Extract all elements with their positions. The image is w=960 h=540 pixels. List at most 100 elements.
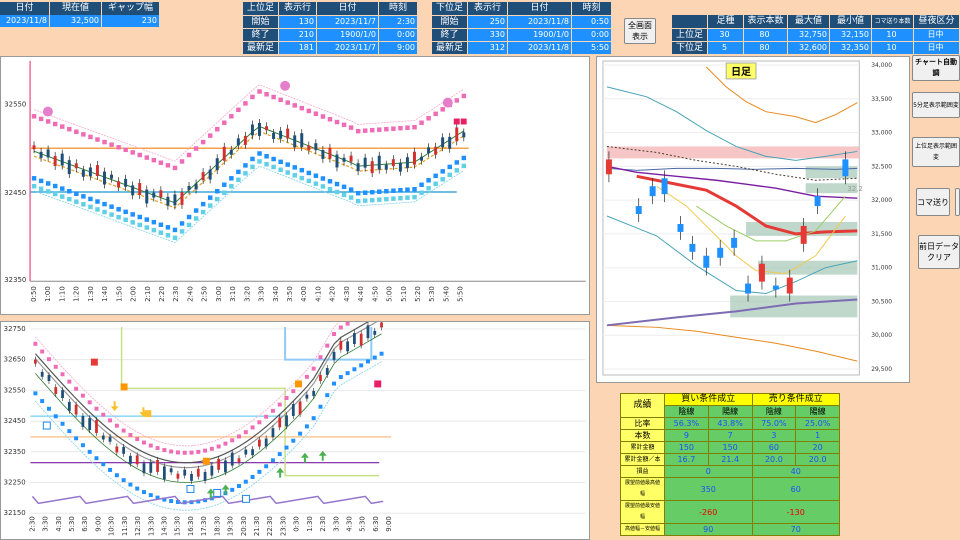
buy-bull-header: 陽線 — [707, 405, 753, 418]
lower-band-dot — [45, 189, 51, 194]
stats-cell: 75.0% — [751, 417, 797, 430]
upper-range-button[interactable]: 上位足表示範囲変 — [912, 137, 960, 167]
x-tick-label: 19:30 — [227, 516, 235, 536]
step-button[interactable]: コマ送り — [916, 188, 950, 216]
stats-cell: 350 — [664, 477, 753, 501]
upper-dot — [209, 446, 214, 451]
upper-dot — [130, 150, 135, 155]
lower-dot — [200, 201, 206, 207]
lower-dot — [179, 221, 185, 226]
sell-header: 売り条件成立 — [751, 393, 840, 406]
upper-dot — [292, 103, 297, 108]
y-tick-label: 31,000 — [871, 265, 892, 272]
lower-dot — [128, 482, 133, 487]
x-tick-label: 2:40 — [186, 286, 194, 302]
lower-band-dot — [355, 198, 361, 204]
lower-dot — [60, 186, 65, 191]
lower-band-dot — [207, 203, 213, 208]
lower-chart[interactable]: 32750 32650 32550 32450 32350 32250 32150 2:30… — [0, 321, 590, 540]
candle-body — [196, 468, 200, 477]
x-tick-label: 4:30 — [345, 516, 353, 532]
y-tick-label: 32350 — [4, 448, 26, 456]
signal-marker — [241, 494, 250, 503]
x-tick-label: 13:30 — [147, 516, 155, 536]
upper-dot — [285, 100, 290, 105]
daily-title-box — [725, 62, 757, 80]
candle-body — [101, 435, 105, 440]
lower-band-dot — [31, 184, 37, 189]
lower-dot — [31, 176, 37, 181]
upper-r1-date: 1900/1/0 — [317, 29, 379, 41]
lower-dot — [215, 188, 220, 194]
lower-h0: 下位足 — [432, 2, 468, 15]
x-tick-label: 23:30 — [279, 516, 287, 536]
x-tick-label: 9:00 — [94, 516, 102, 532]
lower-band-dot — [67, 196, 72, 202]
clear-data-button[interactable]: 前日データクリア — [918, 235, 960, 269]
daily-chart[interactable]: 34,000 33,500 33,000 32,500 32,000 31,500 31,0… — [596, 56, 910, 383]
tf-h5: コマ送り本数 — [872, 15, 914, 28]
x-tick-label: 22:30 — [266, 516, 274, 536]
x-tick-label: 5:30 — [68, 516, 76, 532]
lower-dot — [94, 456, 99, 461]
x-tick-label: 2:10 — [144, 286, 152, 302]
upper-dot — [108, 418, 113, 423]
lower-range-table: 下位足 表示行 日付 時刻 開始 250 2023/11/8 0:50 終了 3… — [432, 2, 612, 54]
upper-dot — [291, 389, 296, 394]
candle-body — [342, 157, 346, 162]
upper-dot — [67, 379, 72, 384]
lower-band-dot — [306, 178, 312, 184]
candle-body — [307, 145, 311, 151]
tf-r0-type[interactable]: 30 — [708, 29, 744, 41]
upper-dot — [398, 125, 403, 131]
upper-dot — [203, 448, 208, 453]
tf-r1-session[interactable]: 日中 — [914, 42, 960, 54]
lower-band-dot — [320, 184, 326, 189]
x-tick-label: 3:50 — [286, 286, 294, 302]
tf-r0-session[interactable]: 日中 — [914, 29, 960, 41]
signal-marker — [186, 484, 195, 493]
tf-r0-step[interactable]: 10 — [872, 29, 914, 41]
tf-r1-step[interactable]: 10 — [872, 42, 914, 54]
x-tick-label: 5:50 — [457, 286, 465, 302]
full-screen-button[interactable]: 全画面表示 — [624, 18, 656, 44]
lower-dot — [243, 163, 248, 168]
candle-body — [210, 465, 214, 476]
upper-dot — [175, 450, 180, 455]
five-min-range-button[interactable]: 5分足表示範囲変 — [912, 92, 960, 118]
tf-r0-count[interactable]: 80 — [744, 29, 788, 41]
tf-h6: 昼夜区分 — [914, 15, 960, 28]
upper-chart[interactable]: 32550 32450 32350 0:50 1:00 1:10 1:20 1:30 1:40… — [0, 56, 590, 315]
tf-r1-count[interactable]: 80 — [744, 42, 788, 54]
candle-body — [187, 185, 191, 190]
y-tick-label: 32450 — [4, 189, 26, 197]
x-tick-label: 5:40 — [442, 286, 450, 302]
x-tick-label: 2:30 — [319, 516, 327, 532]
candle-body — [257, 439, 261, 447]
signal-marker — [374, 380, 382, 388]
lower-dot — [67, 429, 72, 434]
tf-r1-type[interactable]: 5 — [708, 42, 744, 54]
candle-body — [95, 165, 99, 176]
stats-cell: 60 — [751, 477, 840, 501]
upper-dot — [391, 126, 396, 131]
candle-body — [703, 255, 710, 268]
lower-band-dot — [52, 191, 58, 197]
stats-cell: -130 — [751, 500, 840, 524]
lower-dot — [270, 458, 275, 463]
lower-dot — [298, 431, 303, 436]
step-side-button[interactable] — [955, 188, 960, 216]
candle-body — [110, 174, 114, 179]
level-line — [606, 167, 858, 171]
upper-dot — [257, 89, 262, 94]
upper-dot — [31, 114, 37, 119]
lower-dot — [151, 219, 157, 225]
upper-dot — [60, 124, 65, 129]
ma-line — [606, 145, 858, 181]
candle-body — [745, 283, 752, 294]
candle-body — [271, 428, 275, 438]
lower-dot — [196, 499, 201, 504]
stats-row-label: 本数 — [620, 429, 665, 442]
upper-dot — [95, 137, 100, 142]
auto-chart-button[interactable]: チャート自動調 — [912, 55, 960, 81]
